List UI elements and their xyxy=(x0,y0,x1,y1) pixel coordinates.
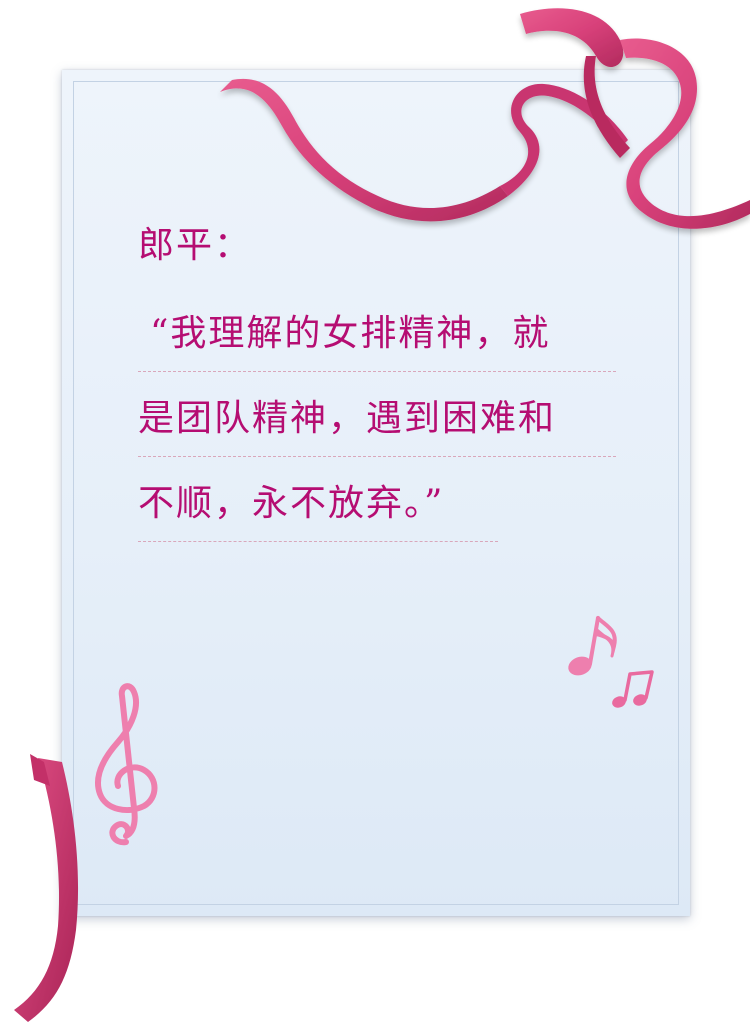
ribbon-left-icon xyxy=(14,754,79,1022)
beamed-notes-icon xyxy=(612,670,654,708)
letter-card xyxy=(62,70,690,916)
ribbon-top-icon xyxy=(220,8,750,229)
quote-line-1: “我理解的女排精神，就 xyxy=(150,313,551,354)
line-rule-3 xyxy=(138,541,498,542)
treble-clef-icon xyxy=(95,683,158,846)
quote-line-3: 不顺，永不放弃。” xyxy=(138,483,445,524)
line-rule-2 xyxy=(138,456,616,457)
line-rule-1 xyxy=(138,371,616,372)
card-inner-border xyxy=(73,81,679,905)
quote-line-2: 是团队精神，遇到困难和 xyxy=(138,398,557,439)
speaker-name: 郎平： xyxy=(138,225,253,266)
eighth-note-icon xyxy=(568,616,617,676)
